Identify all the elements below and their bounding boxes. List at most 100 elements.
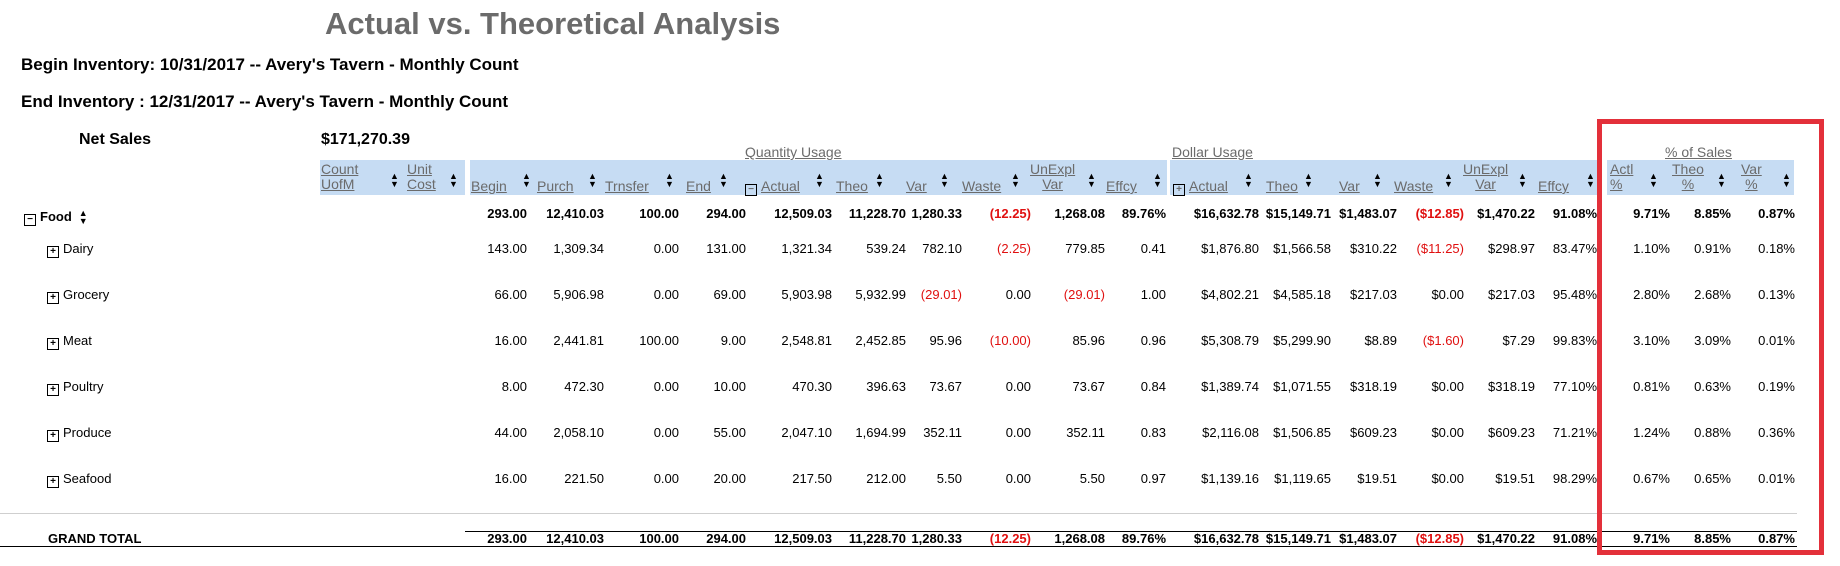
row-label-text: Meat: [63, 333, 92, 348]
col-q-actual[interactable]: − Actual: [745, 179, 800, 196]
separator-line: [0, 513, 1797, 514]
col-q-unexpl-var[interactable]: UnExpl Var: [1030, 161, 1076, 192]
col-begin[interactable]: Begin: [471, 178, 507, 194]
sort-icon[interactable]: ▲ ▼: [1717, 171, 1726, 189]
table-cell: 1,309.34: [553, 241, 604, 256]
col-trnsfer[interactable]: Trnsfer: [605, 178, 649, 194]
sort-icon[interactable]: ▲ ▼: [1087, 171, 1096, 189]
table-cell: 539.24: [866, 241, 906, 256]
col-p-actl[interactable]: Actl%: [1610, 161, 1634, 192]
sort-icon[interactable]: ▲ ▼: [1444, 171, 1453, 189]
sort-icon[interactable]: ▲ ▼: [1586, 171, 1595, 189]
col-d-var[interactable]: Var: [1339, 178, 1360, 194]
table-cell: (10.00): [989, 333, 1031, 348]
table-cell: $1,119.65: [1274, 471, 1331, 486]
grand-total-cell: (12.25): [989, 531, 1031, 546]
col-d-theo[interactable]: Theo: [1266, 178, 1298, 194]
table-cell: 2,047.10: [781, 425, 832, 440]
table-cell: 131.00: [706, 241, 746, 256]
sort-icon[interactable]: ▲ ▼: [522, 171, 531, 189]
col-p-var[interactable]: Var%: [1741, 161, 1762, 192]
subcategory-row-label[interactable]: + Produce: [47, 425, 111, 442]
sort-icon[interactable]: ▲ ▼: [1518, 171, 1527, 189]
table-cell: 12,509.03: [774, 206, 832, 221]
table-cell: 20.00: [713, 471, 746, 486]
table-cell: 8.00: [501, 379, 527, 394]
expand-icon[interactable]: +: [47, 384, 59, 396]
col-d-effcy[interactable]: Effcy: [1538, 178, 1569, 194]
sort-icon[interactable]: ▲ ▼: [449, 171, 458, 189]
sort-icon[interactable]: ▲ ▼: [588, 171, 597, 189]
table-cell: 69.00: [713, 287, 746, 302]
sort-icon[interactable]: ▲ ▼: [1011, 171, 1020, 189]
subcategory-row-label[interactable]: + Meat: [47, 333, 92, 350]
table-cell: 217.50: [792, 471, 832, 486]
row-label-text: Dairy: [63, 241, 94, 256]
table-cell: $0.00: [1431, 425, 1464, 440]
sort-icon[interactable]: ▲ ▼: [1649, 171, 1658, 189]
col-q-waste[interactable]: Waste: [962, 178, 1002, 194]
subcategory-row-label[interactable]: + Grocery: [47, 287, 109, 304]
expand-icon[interactable]: +: [47, 292, 59, 304]
total-top-line: [465, 531, 1797, 532]
table-cell: $1,876.80: [1201, 241, 1259, 256]
table-cell: 2,548.81: [781, 333, 832, 348]
subcategory-row-label[interactable]: + Poultry: [47, 379, 103, 396]
table-cell: 77.10%: [1552, 379, 1597, 394]
sort-icon[interactable]: ▲ ▼: [719, 171, 728, 189]
sort-icon[interactable]: ▲ ▼: [1244, 171, 1253, 189]
col-p-theo[interactable]: Theo%: [1672, 161, 1704, 192]
table-cell: 71.21%: [1552, 425, 1597, 440]
table-cell: $0.00: [1431, 379, 1464, 394]
table-cell: 352.11: [923, 425, 962, 440]
grand-total-cell: $16,632.78: [1193, 531, 1259, 546]
expand-icon[interactable]: +: [1173, 184, 1185, 196]
sort-icon[interactable]: ▲ ▼: [1782, 171, 1791, 189]
sort-icon[interactable]: ▲ ▼: [78, 208, 88, 226]
collapse-icon[interactable]: −: [745, 184, 757, 196]
col-d-actual[interactable]: + Actual: [1173, 179, 1228, 196]
subcategory-row-label[interactable]: + Dairy: [47, 241, 93, 258]
net-sales-value: $171,270.39: [321, 131, 410, 148]
sort-icon[interactable]: ▲ ▼: [1304, 171, 1313, 189]
table-cell: (2.25): [997, 241, 1031, 256]
expand-icon[interactable]: +: [47, 476, 59, 488]
sort-icon[interactable]: ▲ ▼: [665, 171, 674, 189]
table-cell: ($12.85): [1415, 206, 1464, 221]
col-q-theo[interactable]: Theo: [836, 178, 868, 194]
col-d-unexpl-var[interactable]: UnExpl Var: [1463, 161, 1509, 192]
table-cell: (29.01): [920, 287, 962, 302]
table-cell: 8.85%: [1694, 206, 1731, 221]
table-cell: 0.91%: [1694, 241, 1731, 256]
table-cell: $298.97: [1488, 241, 1535, 256]
expand-icon[interactable]: +: [47, 338, 59, 350]
table-cell: 782.10: [922, 241, 962, 256]
sort-icon[interactable]: ▲ ▼: [1373, 171, 1382, 189]
col-q-effcy[interactable]: Effcy: [1106, 178, 1137, 194]
col-purch[interactable]: Purch: [537, 178, 574, 194]
col-unit-cost[interactable]: Unit Cost: [407, 161, 436, 192]
row-label-text: Food: [40, 209, 72, 224]
table-cell: $217.03: [1350, 287, 1397, 302]
sort-icon[interactable]: ▲ ▼: [940, 171, 949, 189]
expand-icon[interactable]: +: [47, 246, 59, 258]
table-cell: 3.10%: [1633, 333, 1670, 348]
sort-icon[interactable]: ▲ ▼: [815, 171, 824, 189]
collapse-icon[interactable]: −: [24, 214, 36, 226]
col-d-waste[interactable]: Waste: [1394, 178, 1434, 194]
category-row-label[interactable]: − Food ▲ ▼: [24, 206, 88, 226]
col-q-var[interactable]: Var: [906, 178, 927, 194]
col-end[interactable]: End: [686, 178, 711, 194]
row-label-text: Produce: [63, 425, 112, 440]
table-cell: $8.89: [1364, 333, 1397, 348]
sort-icon[interactable]: ▲ ▼: [1153, 171, 1162, 189]
table-cell: 1.00: [1140, 287, 1166, 302]
sort-icon[interactable]: ▲ ▼: [390, 171, 399, 189]
subcategory-row-label[interactable]: + Seafood: [47, 471, 111, 488]
table-cell: $19.51: [1495, 471, 1535, 486]
col-count-uofm[interactable]: Count UofM: [321, 161, 359, 192]
grand-total-cell: 0.87%: [1758, 531, 1795, 546]
expand-icon[interactable]: +: [47, 430, 59, 442]
table-cell: $318.19: [1350, 379, 1397, 394]
sort-icon[interactable]: ▲ ▼: [875, 171, 884, 189]
